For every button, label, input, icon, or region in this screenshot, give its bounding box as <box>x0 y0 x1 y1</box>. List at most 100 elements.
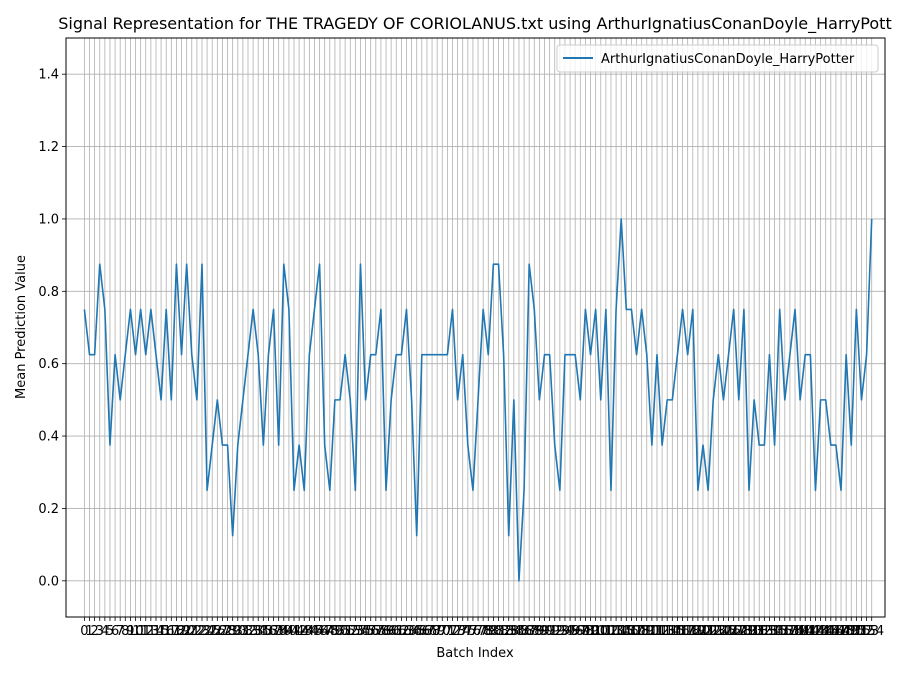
x-tick-label: 69 <box>429 624 446 639</box>
x-tick-label: 100 <box>583 624 608 639</box>
x-tick-label: 151 <box>844 624 869 639</box>
x-tick-label: 105 <box>609 624 634 639</box>
x-tick-label: 101 <box>588 624 613 639</box>
x-tick-label: 114 <box>655 624 680 639</box>
y-tick-label: 0.8 <box>38 285 59 300</box>
x-tick-label: 127 <box>721 624 746 639</box>
x-tick-label: 46 <box>311 624 328 639</box>
x-tick-label: 89 <box>531 624 548 639</box>
x-tick-label: 123 <box>701 624 726 639</box>
x-tick-label: 126 <box>716 624 741 639</box>
x-tick-label: 78 <box>475 624 492 639</box>
x-tick-label: 98 <box>577 624 594 639</box>
x-axis-ticks: 0123456789101112131415161718192021222324… <box>80 617 884 639</box>
x-tick-label: 17 <box>163 624 180 639</box>
x-tick-label: 134 <box>757 624 782 639</box>
x-tick-label: 21 <box>183 624 200 639</box>
y-tick-label: 0.6 <box>38 357 59 372</box>
x-tick-label: 136 <box>767 624 792 639</box>
legend-box <box>556 44 879 73</box>
x-tick-label: 90 <box>536 624 553 639</box>
x-tick-label: 70 <box>434 624 451 639</box>
x-tick-label: 95 <box>562 624 579 639</box>
x-tick-label: 153 <box>854 624 879 639</box>
x-tick-label: 130 <box>737 624 762 639</box>
x-tick-label: 103 <box>599 624 624 639</box>
x-tick-label: 25 <box>204 624 221 639</box>
x-tick-label: 18 <box>168 624 185 639</box>
x-tick-label: 22 <box>189 624 206 639</box>
x-tick-label: 28 <box>219 624 236 639</box>
x-tick-label: 38 <box>270 624 287 639</box>
x-tick-label: 125 <box>711 624 736 639</box>
x-tick-label: 8 <box>121 624 129 639</box>
x-tick-label: 112 <box>645 624 670 639</box>
x-tick-label: 135 <box>762 624 787 639</box>
x-tick-label: 113 <box>650 624 675 639</box>
x-tick-label: 62 <box>393 624 410 639</box>
x-tick-label: 152 <box>849 624 874 639</box>
x-tick-label: 96 <box>567 624 584 639</box>
x-tick-label: 121 <box>691 624 716 639</box>
legend: ArthurIgnatiusConanDoyle_HarryPotter <box>556 44 879 73</box>
x-tick-label: 27 <box>214 624 231 639</box>
x-tick-label: 91 <box>541 624 558 639</box>
x-tick-label: 97 <box>572 624 589 639</box>
x-tick-label: 131 <box>742 624 767 639</box>
x-tick-label: 43 <box>296 624 313 639</box>
legend-label: ArthurIgnatiusConanDoyle_HarryPotter <box>601 52 855 67</box>
x-tick-label: 132 <box>747 624 772 639</box>
x-tick-label: 120 <box>685 624 710 639</box>
x-tick-label: 26 <box>209 624 226 639</box>
x-tick-label: 12 <box>137 624 154 639</box>
x-tick-label: 68 <box>424 624 441 639</box>
series-lines <box>83 218 873 582</box>
x-tick-label: 52 <box>342 624 359 639</box>
x-tick-label: 154 <box>859 624 884 639</box>
x-tick-label: 133 <box>752 624 777 639</box>
x-tick-label: 60 <box>383 624 400 639</box>
x-tick-label: 5 <box>106 624 114 639</box>
x-tick-label: 77 <box>470 624 487 639</box>
grid-lines <box>66 38 885 617</box>
y-tick-label: 0.2 <box>38 502 59 517</box>
x-tick-label: 141 <box>793 624 818 639</box>
x-tick-label: 107 <box>619 624 644 639</box>
x-tick-label: 31 <box>235 624 252 639</box>
x-tick-label: 53 <box>347 624 364 639</box>
x-tick-label: 111 <box>639 624 664 639</box>
x-tick-label: 14 <box>148 624 165 639</box>
x-tick-label: 73 <box>449 624 466 639</box>
x-tick-label: 72 <box>444 624 461 639</box>
x-tick-label: 110 <box>634 624 659 639</box>
x-tick-label: 67 <box>419 624 436 639</box>
x-tick-label: 147 <box>824 624 849 639</box>
x-tick-label: 86 <box>516 624 533 639</box>
x-tick-label: 11 <box>132 624 149 639</box>
x-tick-label: 119 <box>680 624 705 639</box>
x-tick-label: 42 <box>291 624 308 639</box>
x-tick-label: 150 <box>839 624 864 639</box>
x-tick-label: 9 <box>126 624 134 639</box>
x-tick-label: 149 <box>834 624 859 639</box>
x-tick-label: 50 <box>332 624 349 639</box>
x-tick-label: 76 <box>465 624 482 639</box>
x-tick-label: 57 <box>368 624 385 639</box>
x-tick-label: 64 <box>403 624 420 639</box>
x-tick-label: 36 <box>260 624 277 639</box>
y-axis-ticks: 0.0 0.2 0.4 0.6 0.8 1.0 1.2 1.4 <box>38 68 66 589</box>
x-tick-label: 66 <box>414 624 431 639</box>
x-tick-label: 80 <box>485 624 502 639</box>
x-tick-label: 146 <box>818 624 843 639</box>
x-tick-label: 59 <box>378 624 395 639</box>
x-tick-label: 102 <box>593 624 618 639</box>
x-tick-label: 56 <box>362 624 379 639</box>
x-tick-label: 116 <box>665 624 690 639</box>
x-tick-label: 85 <box>511 624 528 639</box>
x-tick-label: 137 <box>772 624 797 639</box>
x-tick-label: 129 <box>731 624 756 639</box>
x-tick-label: 23 <box>194 624 211 639</box>
x-tick-label: 19 <box>173 624 190 639</box>
x-tick-label: 128 <box>726 624 751 639</box>
